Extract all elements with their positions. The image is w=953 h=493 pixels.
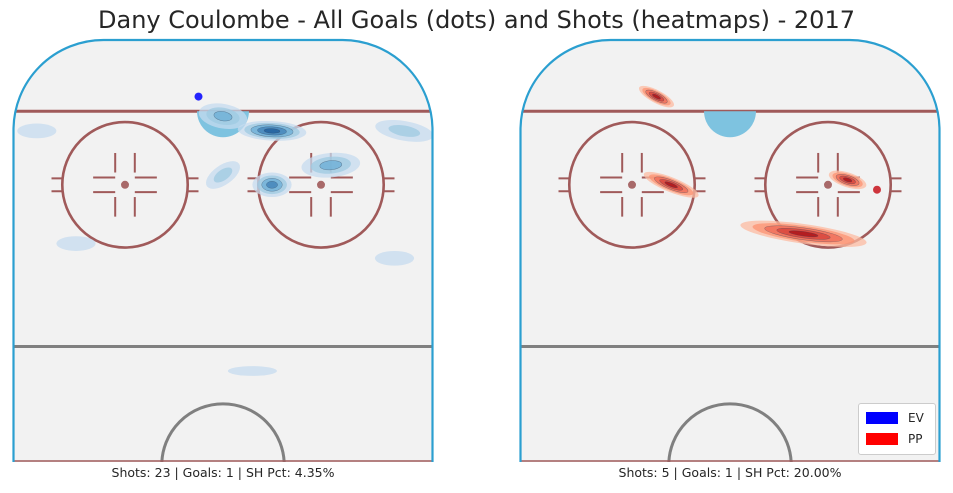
legend-label-pp: PP [908,432,923,446]
shot-density-contour [843,177,853,183]
legend: EV PP [858,403,936,455]
ev-stats-caption: Shots: 23 | Goals: 1 | SH Pct: 4.35% [111,465,335,480]
ice-surface [13,40,433,462]
shot-density-contour [56,236,96,251]
legend-item-pp: PP [866,431,922,447]
shot-density-contour [227,366,277,376]
shot-density-contour [652,93,661,100]
ice-surface [520,40,940,462]
center-circle [667,402,793,462]
left-faceoff-circle [51,120,199,249]
shot-heatmap [17,103,433,376]
legend-swatch-ev [866,412,898,424]
rink-ev [12,38,434,462]
boards-outline [12,38,434,462]
center-circle [160,402,286,462]
legend-item-ev: EV [866,410,924,426]
shot-density-contour [374,250,415,266]
boards-outline [519,38,941,462]
pp-stats-caption: Shots: 5 | Goals: 1 | SH Pct: 20.00% [618,465,842,480]
shot-density-contour [266,181,278,189]
goal-dot [194,92,203,101]
shot-density-contour [788,230,819,238]
goal-crease [704,111,756,138]
legend-swatch-pp [866,433,898,445]
shot-density-contour [664,181,678,189]
shot-density-contour [213,111,233,122]
shot-density-contour [213,167,233,183]
shot-density-contour [17,123,57,139]
shot-heatmap [638,85,867,247]
shot-density-contour [388,124,421,137]
rink-pp [519,38,941,462]
goal-dot [873,185,881,194]
page-title: Dany Coulombe - All Goals (dots) and Sho… [98,6,855,34]
legend-label-ev: EV [908,411,924,425]
shot-density-contour [263,128,281,134]
shot-density-contour [319,160,343,171]
